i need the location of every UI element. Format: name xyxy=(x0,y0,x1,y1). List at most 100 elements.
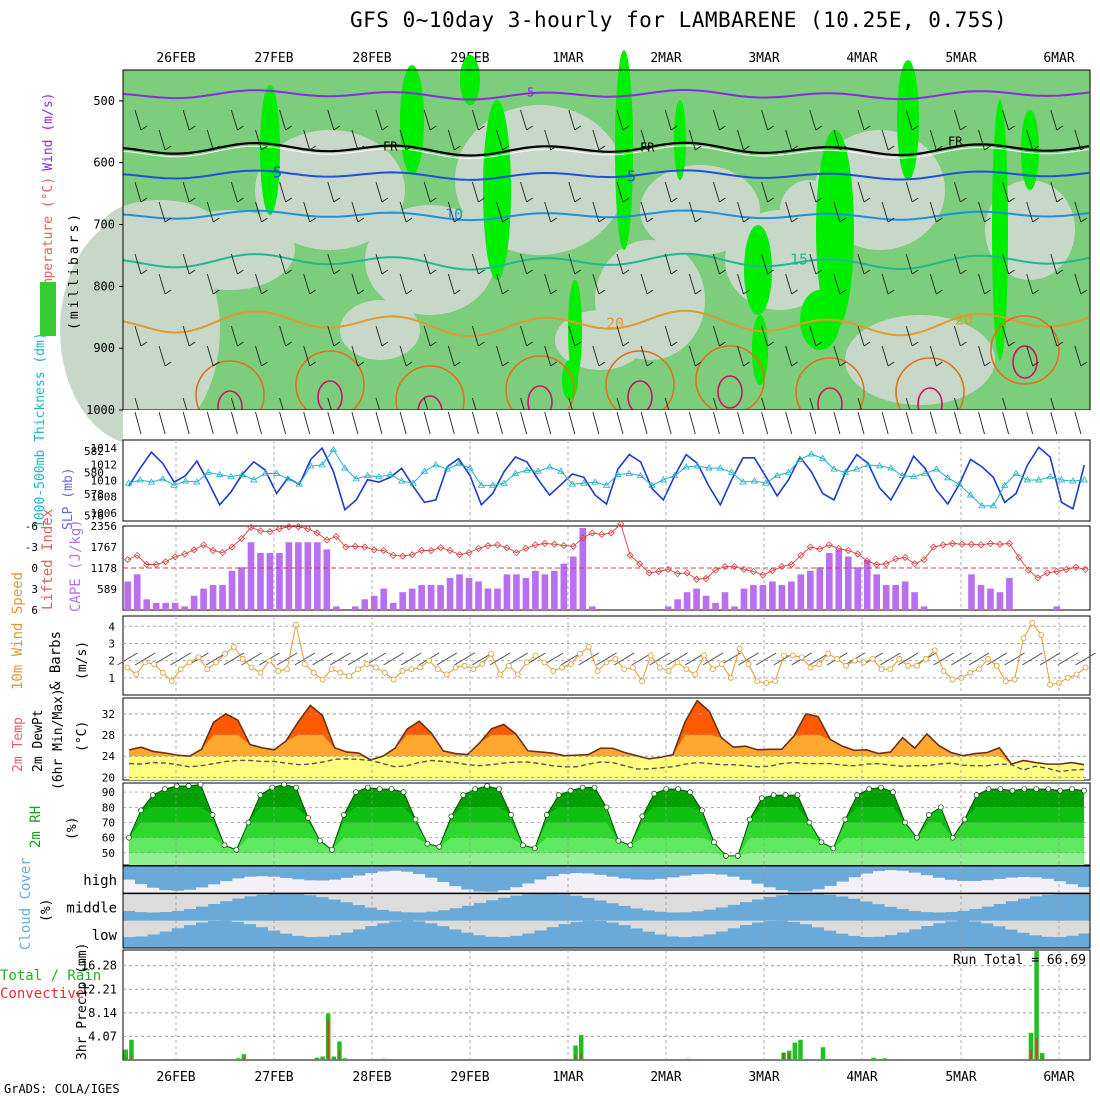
y-tick-label: 2 xyxy=(108,655,115,668)
cloud-high-block xyxy=(775,866,789,891)
wind-barb-flag xyxy=(213,361,220,367)
wind-barb xyxy=(712,181,720,203)
wind-speed-point xyxy=(1047,681,1053,688)
cloud-high-block xyxy=(388,866,402,871)
lifted-index-point xyxy=(598,530,606,538)
surface-wind-barb xyxy=(447,411,455,435)
wind-speed-point xyxy=(319,676,326,683)
y-tick-label-right: 1010 xyxy=(91,475,118,488)
thickness-point xyxy=(614,470,622,477)
wind-speed-point xyxy=(275,668,282,674)
lifted-index-point xyxy=(683,569,691,577)
rh2m-point xyxy=(412,816,419,823)
lifted-index-point xyxy=(474,544,483,552)
lifted-index-point xyxy=(1062,565,1070,573)
wind-barb xyxy=(978,273,985,295)
lifted-index-point xyxy=(418,546,426,555)
rh2m-point xyxy=(818,839,825,846)
cloud-low-block xyxy=(521,920,535,934)
precip-bar xyxy=(792,1042,798,1060)
thickness-point xyxy=(238,470,247,477)
wind-barb xyxy=(206,129,214,151)
thickness-point xyxy=(944,474,952,481)
wind-speed-point xyxy=(594,668,601,674)
y-tick-label: 8.14 xyxy=(88,1006,117,1020)
wind-barb-flag xyxy=(381,269,389,275)
cloud-high-block xyxy=(848,866,861,878)
cape-bar xyxy=(465,577,473,610)
wind-barb xyxy=(206,201,214,223)
surface-wind-barb xyxy=(953,411,961,435)
wind-barb xyxy=(809,253,817,275)
wind-speed-point xyxy=(683,666,690,673)
lifted-index-point xyxy=(361,543,369,551)
thickness-point xyxy=(420,467,429,474)
cloud-high-block xyxy=(993,866,1006,879)
isotherm-minus5 xyxy=(122,89,1090,101)
wind-barb xyxy=(664,325,672,347)
precip-bar xyxy=(685,1058,691,1060)
wind-barb xyxy=(905,181,913,203)
cape-bar xyxy=(503,574,511,610)
thickness-point xyxy=(648,481,656,488)
thickness-point xyxy=(818,454,827,461)
thickness-point xyxy=(398,477,406,484)
rh2m-point xyxy=(723,853,729,859)
wind-barb xyxy=(447,273,455,295)
rh-high-area xyxy=(744,225,772,315)
precip-convective-bar xyxy=(782,1053,785,1060)
wind-barb xyxy=(520,181,528,203)
lifted-index-point xyxy=(512,549,521,557)
lifted-index-point xyxy=(531,541,539,549)
cloud-middle-block xyxy=(159,893,172,913)
cloud-low-block xyxy=(388,920,402,922)
lifted-index-point xyxy=(275,525,283,533)
cape-bar xyxy=(683,592,691,610)
cloud-layer-label: middle xyxy=(66,900,117,916)
wind-barb xyxy=(1002,109,1010,131)
thickness-point xyxy=(727,468,736,475)
wind-barb xyxy=(255,345,262,367)
cloud-layer-label: low xyxy=(92,928,118,944)
lifted-index-point xyxy=(854,550,862,558)
thickness-point xyxy=(124,479,133,486)
wind-barb xyxy=(755,652,777,666)
cloud-middle-block xyxy=(401,893,414,913)
cloud-high-block xyxy=(944,866,958,880)
wind-barb xyxy=(1039,652,1061,666)
rh2m-point xyxy=(233,846,240,853)
cape-bar xyxy=(911,592,918,610)
surface-wind-barb xyxy=(520,411,528,435)
cape-bar xyxy=(427,585,435,610)
precip-convective-bar xyxy=(125,1057,127,1060)
precip-bar xyxy=(1028,1032,1034,1060)
surface-wind-barb xyxy=(688,411,696,435)
thickness-point xyxy=(932,465,941,472)
cloud-panel: high middle low Cloud Cover (%) xyxy=(18,857,1091,950)
thickness-point xyxy=(693,462,702,469)
rh2m-point xyxy=(782,792,789,798)
lifted-index-point xyxy=(778,563,786,571)
wind-barb xyxy=(953,181,961,203)
wind-barb-flag xyxy=(1080,289,1088,295)
surface-wind-barb xyxy=(303,411,311,435)
rh2m-point xyxy=(914,834,920,841)
cloud-low-block xyxy=(920,920,934,927)
cloud-low-block xyxy=(606,920,620,923)
rh2m-point xyxy=(126,834,132,841)
wind-speed-point xyxy=(248,664,255,671)
surface-wind-barb xyxy=(640,411,648,435)
wind-barb xyxy=(117,652,138,666)
wind-speed-point xyxy=(789,652,796,659)
y-tick-label: 90 xyxy=(102,786,115,799)
lifted-index-point xyxy=(636,560,644,568)
y-tick-label-left: 580 xyxy=(84,466,104,479)
y-tick-label-right: 1012 xyxy=(91,458,118,471)
wind-barb xyxy=(616,253,624,275)
rh2m-point xyxy=(734,853,741,859)
cloud-high-block xyxy=(1005,866,1018,878)
thickness-point xyxy=(329,445,338,453)
cloud-middle-block xyxy=(437,893,450,911)
wind-barb xyxy=(303,129,311,151)
ylabel-rh-units: (%) xyxy=(65,817,80,840)
